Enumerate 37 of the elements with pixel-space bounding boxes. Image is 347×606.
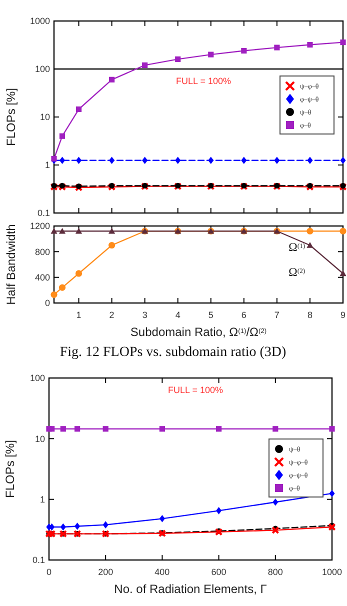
x-tick-label: 6 <box>241 310 246 320</box>
y-tick-label: 100 <box>34 64 50 74</box>
x-tick-label: 2 <box>109 310 114 320</box>
x-tick-label: 8 <box>307 310 312 320</box>
x-tick-label: 400 <box>154 567 170 577</box>
x-tick-label: 600 <box>211 567 226 577</box>
y-tick-label: 0.1 <box>37 208 50 218</box>
x-tick-label: 200 <box>98 567 114 577</box>
y-axis-title: FLOPs [%] <box>4 88 18 146</box>
caption: Fig. 12 FLOPs vs. subdomain ratio (3D) <box>60 345 287 360</box>
x-axis-title: No. of Radiation Elements, Γ <box>114 582 268 596</box>
x-tick-label: 7 <box>274 310 280 320</box>
y-tick-label: 1000 <box>30 16 50 26</box>
annotation: Ω$^{(1)}$ <box>288 240 306 254</box>
y-tick-label: 100 <box>30 373 45 384</box>
y-tick-label: 10 <box>34 434 45 444</box>
y-tick-label: 1 <box>40 494 45 504</box>
y-axis-title: FLOPs [%] <box>3 440 17 498</box>
x-tick-label: 4 <box>175 310 180 320</box>
y-tick-label: 400 <box>34 272 50 282</box>
y-tick-label: 0 <box>44 298 50 308</box>
x-tick-label: 1000 <box>322 567 342 577</box>
x-axis-title: Subdomain Ratio, Ω$^{(1)}$/Ω$^{(2)}$ <box>130 325 267 339</box>
y-tick-label: 1 <box>44 160 50 170</box>
x-tick-label: 5 <box>208 310 214 320</box>
y-tick-label: 1200 <box>30 221 50 232</box>
x-tick-label: 1 <box>76 310 82 320</box>
x-tick-label: 800 <box>268 567 283 577</box>
x-tick-label: 3 <box>142 310 148 320</box>
annotation: FULL = 100% <box>168 385 223 395</box>
y-tick-label: 800 <box>34 246 50 257</box>
y-tick-label: 10 <box>40 112 50 122</box>
x-tick-label: 9 <box>340 310 346 320</box>
annotation: FULL = 100% <box>176 76 231 86</box>
y-tick-label: 0.1 <box>32 555 45 566</box>
annotation: Ω$^{(2)}$ <box>288 265 306 279</box>
y-axis-title: Half Bandwidth <box>4 224 18 305</box>
